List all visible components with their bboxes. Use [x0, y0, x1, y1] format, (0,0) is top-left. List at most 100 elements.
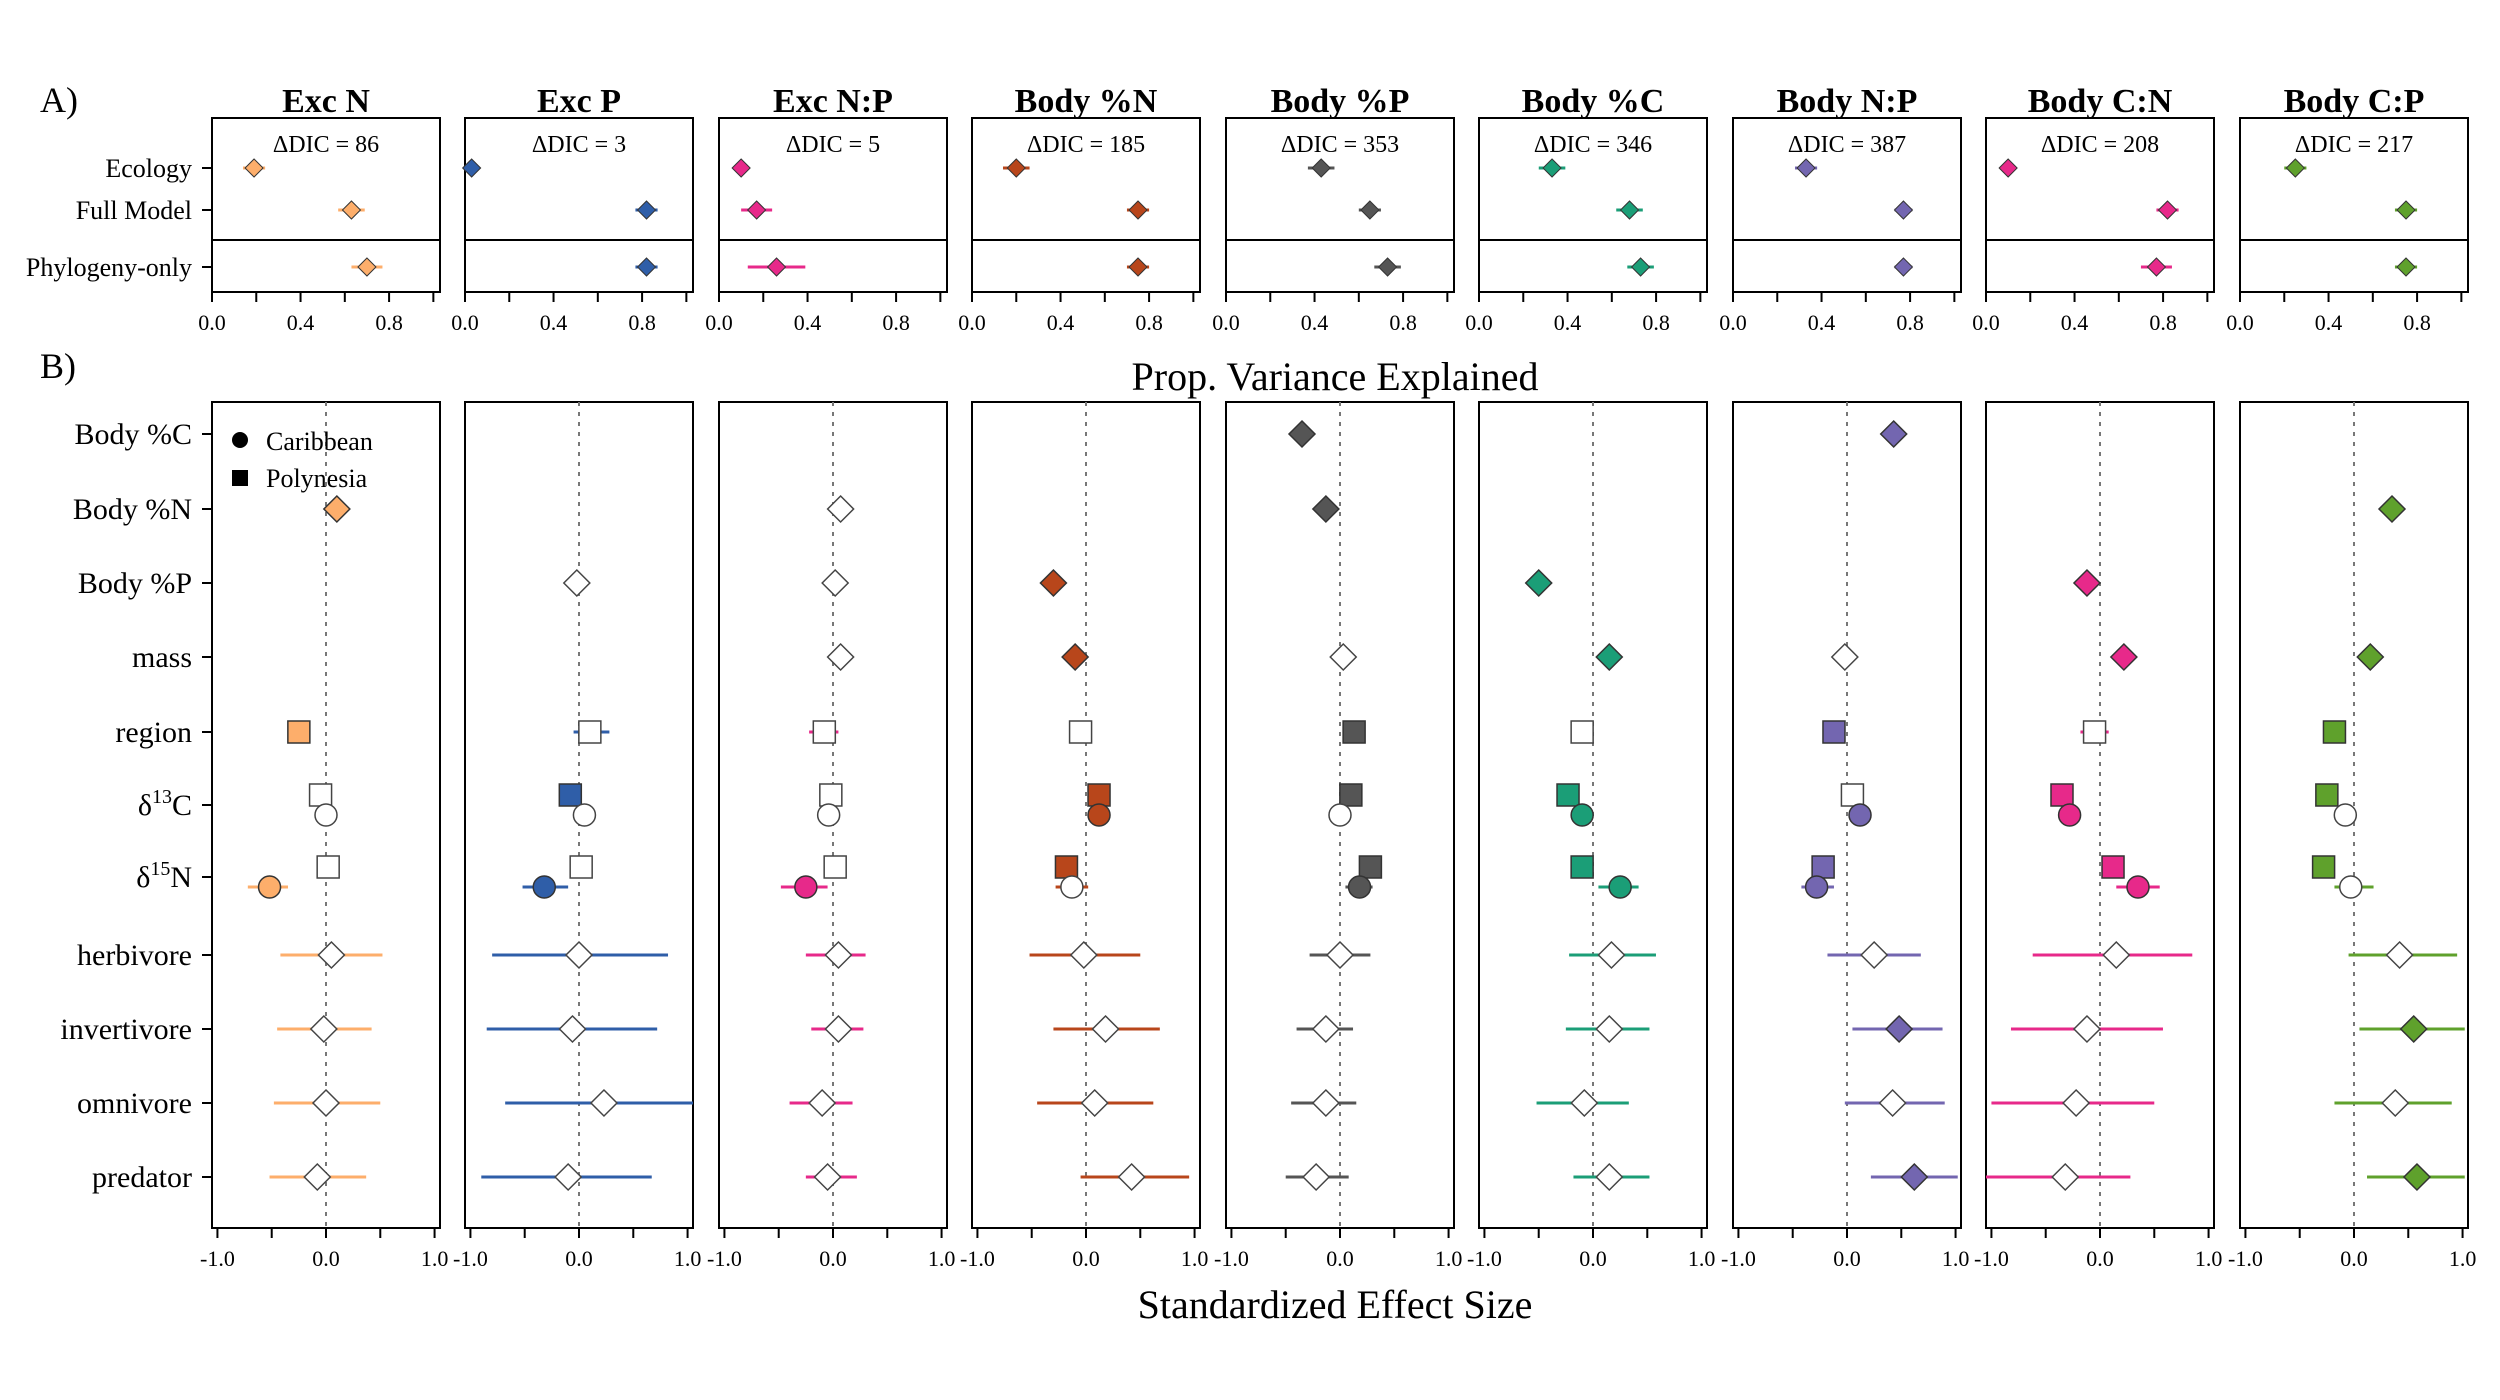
- row-label-part: predator: [92, 1161, 192, 1194]
- row-label-part: Body %N: [73, 493, 192, 526]
- point-marker: [636, 200, 657, 220]
- effect-square: [1570, 720, 1594, 744]
- effect-diamond: [2102, 940, 2131, 970]
- effect-square: [1570, 855, 1594, 879]
- panel-a-1: Exc N ΔDIC = 86 0.0 0.4 0.8: [198, 83, 441, 335]
- x-tick-label: 0.4: [540, 310, 568, 335]
- plot-frame: [211, 117, 441, 293]
- effect-square: [558, 783, 583, 807]
- effect-diamond: [1302, 1162, 1331, 1192]
- effect-diamond: [2062, 1088, 2091, 1118]
- legend-caribbean-label: Caribbean: [266, 427, 373, 456]
- effect-diamond: [1597, 940, 1626, 970]
- effect-diamond: [2109, 642, 2138, 672]
- effect-diamond: [1311, 1088, 1340, 1118]
- panel-b-8: -1.0 0.0 1.0: [1974, 401, 2222, 1271]
- effect-diamond: [813, 1162, 842, 1192]
- point-marker: [1619, 200, 1640, 220]
- effect-circle: [532, 875, 557, 899]
- effect-diamond: [1091, 1014, 1120, 1044]
- x-tick-label: 0.0: [2340, 1246, 2368, 1271]
- row-label-a: Ecology: [105, 154, 192, 183]
- delta-dic-label: ΔDIC = 387: [1788, 132, 1906, 158]
- effect-diamond: [2051, 1162, 2080, 1192]
- delta-dic-label: ΔDIC = 185: [1027, 132, 1145, 158]
- effect-circle: [1347, 875, 1372, 899]
- point-marker: [244, 158, 264, 178]
- x-tick-label: 1.0: [1181, 1246, 1209, 1271]
- effect-diamond: [1061, 642, 1090, 672]
- panel-title: Body %C: [1522, 83, 1665, 120]
- point-marker: [1128, 257, 1148, 277]
- row-label-part: region: [115, 716, 192, 749]
- point-marker: [1796, 158, 1816, 178]
- panel-title: Exc N:P: [773, 83, 893, 120]
- effect-diamond: [824, 940, 853, 970]
- row-label-b: Body %C: [74, 418, 192, 451]
- effect-diamond: [562, 568, 591, 598]
- effect-square: [1556, 783, 1580, 807]
- point-marker: [636, 257, 657, 277]
- point-marker: [1630, 257, 1651, 277]
- delta-dic-label: ΔDIC = 346: [1534, 132, 1652, 158]
- legend: Caribbean Polynesia: [232, 427, 373, 493]
- row-label-part: C: [172, 789, 192, 822]
- effect-diamond: [303, 1162, 332, 1192]
- effect-square: [1822, 720, 1846, 744]
- x-tick-label: 0.0: [1972, 310, 2000, 335]
- row-label-superscript: 13: [152, 786, 172, 808]
- row-label-a: Phylogeny-only: [26, 253, 192, 282]
- panel-label-b: B): [40, 346, 76, 386]
- effect-diamond: [1311, 494, 1340, 524]
- panel-title: Exc P: [537, 83, 621, 120]
- effect-circle: [1570, 803, 1594, 827]
- effect-diamond: [1860, 940, 1889, 970]
- x-tick-label: 0.0: [958, 310, 986, 335]
- x-tick-label: 1.0: [1942, 1246, 1970, 1271]
- plot-frame: [1732, 117, 1962, 293]
- point-marker: [2285, 158, 2306, 178]
- effect-diamond: [826, 642, 855, 672]
- delta-dic-label: ΔDIC = 353: [1281, 132, 1399, 158]
- effect-diamond: [2377, 494, 2407, 524]
- point-marker: [766, 257, 787, 277]
- point-marker: [2157, 200, 2178, 220]
- effect-square: [287, 720, 311, 744]
- x-tick-label: -1.0: [453, 1246, 488, 1271]
- effect-square: [2322, 720, 2347, 744]
- panel-b-1: -1.0 0.0 1.0: [200, 401, 448, 1271]
- panel-title: Body %P: [1271, 83, 1410, 120]
- delta-dic-label: ΔDIC = 208: [2041, 132, 2159, 158]
- legend-polynesia-label: Polynesia: [266, 464, 368, 493]
- effect-circle: [794, 875, 818, 899]
- x-tick-label: -1.0: [1974, 1246, 2009, 1271]
- row-label-part: mass: [132, 641, 192, 674]
- effect-diamond: [1117, 1162, 1146, 1192]
- effect-diamond: [808, 1088, 837, 1118]
- row-label-a: Full Model: [76, 196, 192, 225]
- effect-diamond: [589, 1088, 619, 1118]
- x-tick-label: 0.4: [1808, 310, 1836, 335]
- effect-circle: [1328, 803, 1352, 827]
- panel-title: Exc N: [282, 83, 370, 120]
- row-label-part: δ: [138, 789, 152, 822]
- x-tick-label: 0.0: [565, 1246, 593, 1271]
- effect-diamond: [1595, 642, 1624, 672]
- x-tick-label: 1.0: [1688, 1246, 1716, 1271]
- x-tick-label: -1.0: [1467, 1246, 1502, 1271]
- effect-circle: [816, 803, 841, 827]
- effect-circle: [2338, 875, 2363, 899]
- panel-a-3: Exc N:P ΔDIC = 5 0.0 0.4 0.8: [705, 83, 948, 335]
- effect-square: [812, 720, 837, 744]
- row-label-b: Body %P: [78, 567, 192, 600]
- x-axis-title-b: Standardized Effect Size: [1138, 1282, 1533, 1327]
- row-label-b: omnivore: [77, 1087, 192, 1120]
- plot-frame: [1478, 117, 1708, 293]
- point-marker: [1311, 158, 1331, 178]
- x-tick-label: 0.4: [1554, 310, 1582, 335]
- effect-circle: [1087, 803, 1111, 827]
- point-marker: [1542, 158, 1562, 178]
- delta-dic-label: ΔDIC = 3: [532, 132, 626, 158]
- row-label-b: predator: [92, 1161, 192, 1194]
